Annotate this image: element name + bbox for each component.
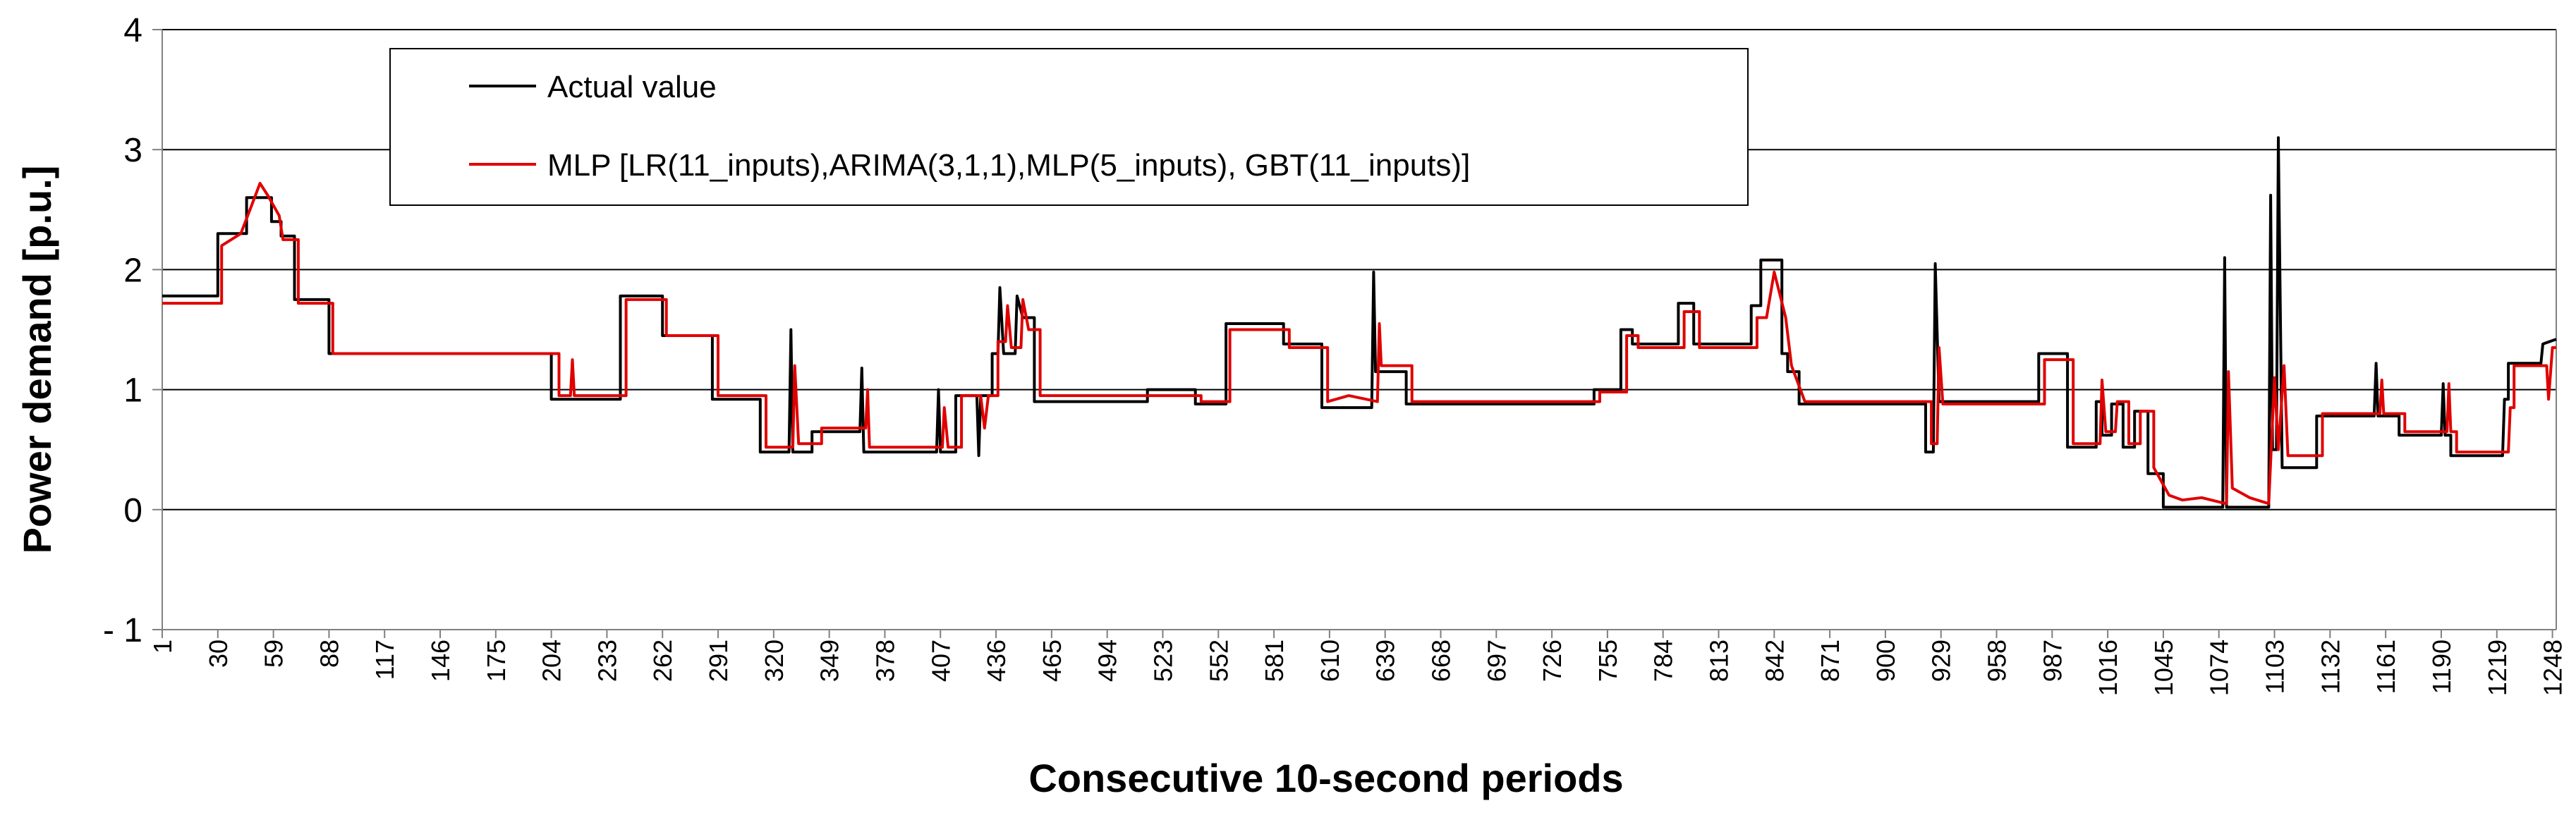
x-tick-label: 204: [537, 640, 566, 682]
x-tick-label: 842: [1760, 640, 1789, 682]
legend-box: [389, 48, 1749, 206]
x-tick-label: 581: [1260, 640, 1289, 682]
y-axis-title: Power demand [p.u.]: [15, 166, 59, 554]
x-tick-label: 523: [1148, 640, 1177, 682]
x-tick-label: 1: [148, 640, 177, 654]
x-tick-label: 871: [1816, 640, 1845, 682]
x-axis-title: Consecutive 10-second periods: [1028, 756, 1623, 800]
x-tick-label: 668: [1426, 640, 1455, 682]
x-tick-label: 465: [1038, 640, 1067, 682]
legend: Actual value MLP [LR(11_inputs),ARIMA(3,…: [389, 48, 1749, 206]
x-tick-label: 784: [1649, 640, 1678, 682]
x-tick-label: 726: [1538, 640, 1567, 682]
x-tick-label: 88: [315, 640, 344, 668]
x-tick-label: 175: [482, 640, 511, 682]
x-tick-label: 1132: [2316, 640, 2345, 694]
x-tick-label: 1219: [2483, 640, 2512, 696]
x-tick-label: 755: [1593, 640, 1622, 682]
x-tick-label: 1074: [2205, 640, 2234, 696]
x-tick-label: 320: [760, 640, 789, 682]
y-tick-labels: - 1 0 1 2 3 4: [103, 12, 142, 649]
x-tick-label: 1161: [2371, 640, 2400, 694]
x-tick-label: 1045: [2149, 640, 2178, 696]
x-tick-label: 233: [593, 640, 621, 682]
x-tick-label: 1016: [2094, 640, 2122, 696]
x-tick-label: 378: [870, 640, 899, 682]
series-lines: [162, 136, 2557, 509]
y-tick-label: 3: [123, 132, 142, 169]
x-tick-label: 929: [1927, 640, 1956, 682]
x-tick-labels: 1 30 59 88 117 146 175 204 233 262 291 320 349 378 407…: [148, 640, 2568, 696]
series-line-mlp: [162, 181, 2556, 506]
x-tick-label: 697: [1482, 640, 1511, 682]
y-tick-label: 1: [123, 372, 142, 410]
x-tick-label: 1103: [2261, 640, 2290, 694]
x-tick-label: 117: [370, 640, 399, 680]
x-tick-label: 59: [260, 640, 288, 668]
x-tick-label: 30: [204, 640, 233, 668]
x-tick-label: 407: [926, 640, 955, 682]
x-tick-label: 552: [1204, 640, 1233, 682]
x-tick-label: 1190: [2427, 640, 2456, 694]
axes: [152, 29, 2557, 638]
series-line-actual: [162, 136, 2557, 509]
y-tick-label: 4: [123, 12, 142, 49]
legend-label-mlp: MLP [LR(11_inputs),ARIMA(3,1,1),MLP(5_in…: [547, 148, 1470, 183]
y-tick-label: 2: [123, 252, 142, 289]
x-tick-label: 958: [1983, 640, 2012, 682]
y-tick-label: 0: [123, 492, 142, 530]
x-tick-label: 146: [426, 640, 455, 682]
x-tick-label: 610: [1316, 640, 1344, 682]
x-tick-label: 1248: [2539, 640, 2568, 696]
x-tick-label: 900: [1871, 640, 1900, 682]
x-tick-label: 349: [815, 640, 844, 682]
x-tick-label: 639: [1371, 640, 1400, 682]
x-tick-label: 987: [2038, 640, 2067, 682]
x-tick-label: 494: [1093, 640, 1122, 682]
x-tick-label: 813: [1705, 640, 1734, 682]
legend-label-actual: Actual value: [547, 70, 717, 104]
x-tick-label: 262: [648, 640, 677, 682]
y-tick-label: - 1: [103, 612, 142, 649]
x-tick-label: 436: [982, 640, 1011, 682]
x-tick-label: 291: [704, 640, 733, 682]
